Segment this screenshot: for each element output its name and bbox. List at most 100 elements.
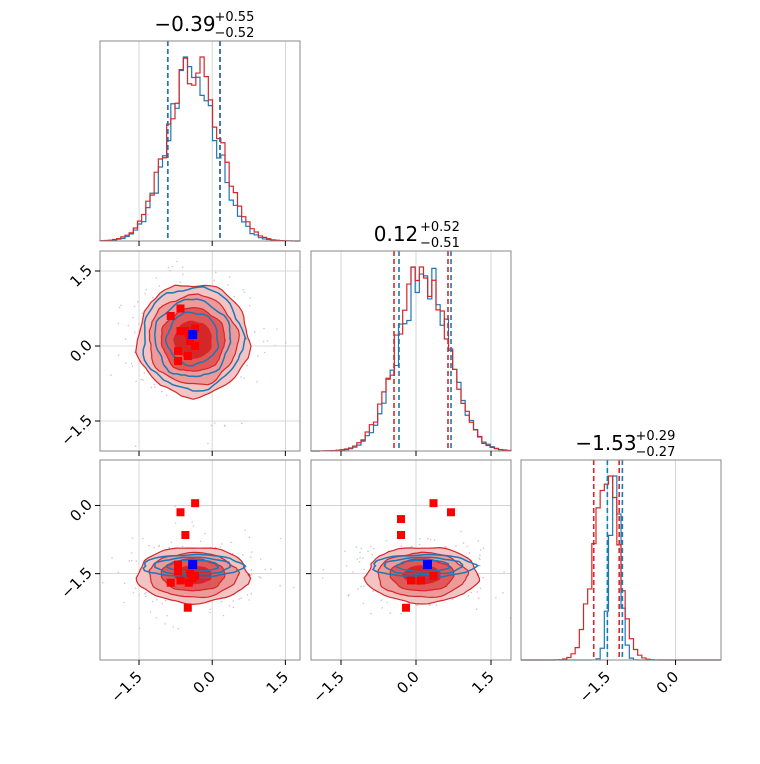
sample-point: [248, 599, 251, 601]
sample-point: [347, 595, 350, 597]
sample-point: [371, 553, 374, 556]
red-marker: [174, 567, 183, 576]
sample-point: [203, 532, 206, 535]
sample-point: [213, 279, 215, 282]
red-marker: [174, 560, 183, 569]
sample-point: [370, 612, 372, 615]
sample-point: [363, 568, 365, 571]
red-marker: [417, 576, 425, 585]
sample-point: [167, 266, 170, 269]
sample-point: [192, 525, 195, 527]
sample-point: [224, 425, 226, 428]
sample-point: [280, 537, 282, 540]
sample-point: [263, 351, 266, 354]
sample-point: [161, 603, 164, 605]
blue-contour-line: [165, 559, 220, 573]
sample-point: [127, 324, 130, 327]
sample-point: [181, 545, 184, 548]
sample-point: [214, 546, 217, 549]
histogram-panel-p1: −0.39+0.55−0.52: [99, 10, 301, 242]
blue-marker: [188, 330, 198, 339]
blue-contour-line: [395, 559, 451, 573]
red-marker: [186, 569, 195, 578]
sample-point: [262, 340, 265, 343]
sample-point: [133, 305, 136, 308]
sample-point: [451, 598, 454, 600]
sample-point: [240, 597, 242, 599]
sample-point: [246, 594, 249, 596]
sample-point: [228, 604, 231, 607]
sample-point: [134, 587, 137, 590]
sample-point: [171, 265, 174, 268]
sample-point: [102, 582, 104, 584]
title-upper-error: +0.52: [420, 220, 460, 235]
sample-point: [352, 571, 354, 573]
sample-point: [124, 338, 127, 340]
sample-point: [264, 568, 267, 571]
sample-point: [467, 594, 470, 597]
scatter-panel-p2-p3: [310, 459, 512, 661]
blue-contour-line: [142, 285, 247, 392]
sample-point: [257, 355, 259, 357]
sample-point: [362, 585, 365, 587]
sample-point: [427, 537, 429, 540]
sample-point: [462, 542, 465, 544]
sample-point: [153, 546, 155, 549]
sample-point: [110, 374, 112, 376]
sample-point: [145, 595, 147, 598]
blue-contour-line: [153, 556, 232, 575]
sample-point: [191, 521, 193, 523]
sample-point: [219, 546, 222, 548]
histogram-blue-p1: [99, 56, 301, 242]
sample-point: [141, 312, 144, 315]
sample-point: [181, 266, 184, 269]
red-marker: [174, 357, 183, 365]
sample-point: [495, 596, 497, 599]
sample-point: [266, 340, 269, 342]
sample-point: [285, 342, 287, 344]
sample-point: [158, 545, 160, 548]
sample-point: [274, 344, 277, 347]
sample-point: [131, 537, 134, 539]
sample-point: [386, 601, 389, 604]
red-marker: [176, 508, 185, 517]
title-upper-error: +0.55: [215, 10, 255, 25]
sample-point: [249, 297, 251, 299]
sample-point: [276, 328, 278, 330]
sample-point: [145, 288, 148, 291]
sample-point: [400, 545, 403, 547]
title-lower-error: −0.27: [636, 445, 676, 460]
sample-point: [135, 380, 137, 383]
histogram-red-p1: [99, 56, 301, 242]
histogram-panel-p2: 0.12 +0.52−0.51: [310, 220, 512, 452]
sample-point: [246, 364, 248, 367]
sample-point: [503, 571, 505, 573]
sample-point: [215, 271, 217, 274]
sample-point: [344, 550, 346, 553]
sample-point: [125, 362, 127, 365]
sample-point: [482, 547, 485, 549]
x-tick-label: −1.5: [309, 668, 347, 706]
panel-title-p2: 0.12: [374, 222, 419, 246]
sample-point: [478, 557, 480, 559]
blue-contour-line: [371, 553, 480, 579]
sample-point: [468, 552, 471, 554]
sample-point: [253, 331, 256, 334]
sample-point: [244, 529, 246, 531]
red-marker: [397, 531, 405, 539]
sample-point: [172, 626, 174, 628]
sample-point: [117, 571, 119, 574]
sample-point: [220, 600, 223, 603]
x-tick-label: 0.0: [393, 668, 423, 698]
sample-point: [145, 592, 147, 594]
sample-point: [135, 560, 138, 562]
sample-point: [502, 591, 504, 594]
x-tick-label: 1.5: [468, 668, 498, 698]
blue-contour-line: [154, 298, 232, 378]
y-tick-label: 0.0: [66, 336, 96, 366]
sample-point: [154, 386, 156, 388]
sample-point: [258, 576, 261, 578]
x-tick-label: 1.5: [263, 668, 293, 698]
sample-point: [207, 442, 209, 445]
